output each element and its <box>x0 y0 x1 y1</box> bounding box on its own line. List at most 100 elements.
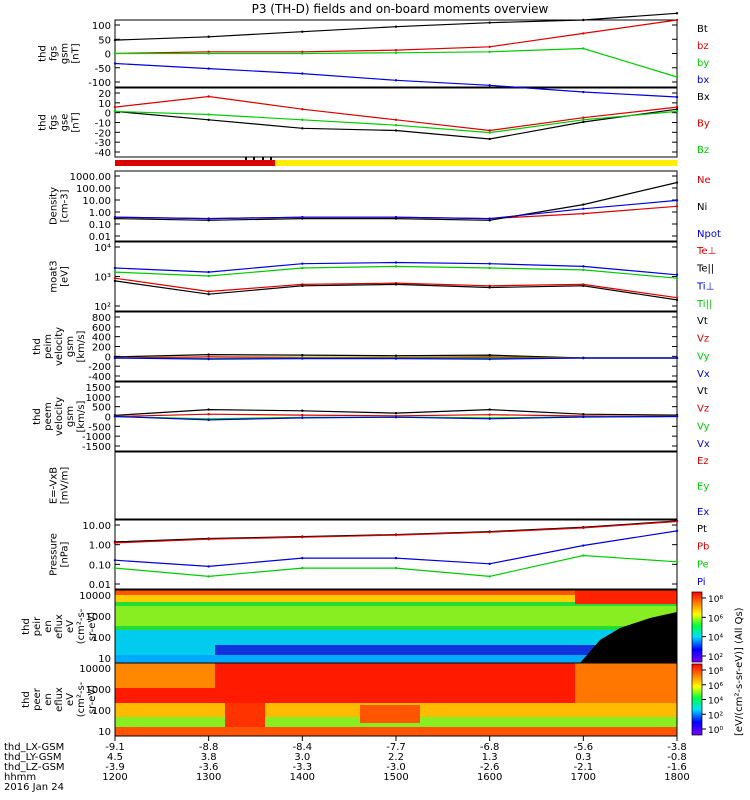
data-point <box>207 274 210 278</box>
y-axis-label: gsm <box>65 406 76 427</box>
y-tick-label: 1000 <box>86 685 111 696</box>
y-tick-label: 200 <box>92 343 111 354</box>
data-point <box>394 216 398 219</box>
x-tick-label: 1400 <box>290 772 315 783</box>
series-group-fgs-gsm <box>113 12 679 99</box>
y-tick-label: 50 <box>98 35 111 46</box>
legend-entry: Bt <box>697 24 708 35</box>
data-point <box>582 544 585 547</box>
y-axis-label: velocity <box>54 397 65 436</box>
x-tick-label: -3.3 <box>293 762 313 773</box>
y-axis-label: Density <box>49 187 60 225</box>
data-point <box>301 536 304 539</box>
data-point <box>301 413 304 417</box>
y-axis-label: eflux <box>54 614 65 639</box>
series-line-Te⊥ <box>114 277 678 299</box>
data-point <box>488 353 491 357</box>
data-point <box>582 413 585 416</box>
data-point <box>394 411 398 415</box>
data-point <box>488 131 491 134</box>
x-tick-label: 3.8 <box>201 752 217 763</box>
colorbar-tick-label: 10⁰ <box>708 726 723 736</box>
panel-frame <box>114 170 678 242</box>
x-tick-label: -2.6 <box>480 762 500 773</box>
data-point <box>207 118 210 122</box>
data-point <box>301 284 304 288</box>
y-axis-label: moat3 <box>49 260 60 292</box>
data-point <box>301 52 304 55</box>
y-axis-label: eflux <box>54 687 65 712</box>
y-axis-label: peir <box>32 616 43 636</box>
data-point <box>675 273 679 276</box>
y-tick-label: 10000 <box>79 591 111 602</box>
y-tick-label: -500 <box>88 422 111 433</box>
legend-entry: Pt <box>697 524 707 535</box>
data-point <box>488 262 491 265</box>
legend-entry: Ti|| <box>696 299 712 310</box>
y-axis-label: [cm-3] <box>60 189 71 222</box>
data-point <box>582 118 585 122</box>
data-point <box>675 277 679 280</box>
legend-entry: Pe <box>697 559 709 570</box>
mode-bar-yellow <box>275 160 677 166</box>
legend-entry: bz <box>697 41 709 52</box>
data-point <box>582 32 585 35</box>
y-tick-label: -1500 <box>82 442 111 453</box>
panel-efield: E=-VxB [mV/m] Ez Ey Ex <box>49 451 709 520</box>
data-point <box>675 296 679 299</box>
data-point <box>113 277 117 280</box>
data-point <box>301 353 304 357</box>
legend-entry: Bx <box>697 92 710 103</box>
y-tick-label: 10 <box>98 654 111 665</box>
x-tick-label: -5.6 <box>574 742 594 753</box>
x-row-label: thd_LX-GSM <box>4 742 64 753</box>
data-point <box>207 538 210 541</box>
y-axis-label: [mV/m] <box>60 467 71 505</box>
data-point <box>582 18 585 22</box>
y-axis-label: [km/s] <box>76 330 87 362</box>
data-point <box>675 108 679 111</box>
y-tick-label: 0.01 <box>89 232 111 243</box>
data-point <box>675 356 679 360</box>
data-point <box>394 48 398 52</box>
y-axis-label: peer <box>32 687 43 711</box>
data-point <box>582 116 585 119</box>
y-axis-label: peem <box>43 402 54 430</box>
legend-entry: Vy <box>697 421 710 432</box>
y-tick-label: 0.01 <box>89 580 111 591</box>
x-tick-label: -2.1 <box>574 762 594 773</box>
peir-spectrogram-bottom-strip <box>115 655 677 663</box>
x-tick-label: -8.4 <box>293 742 313 753</box>
data-point <box>113 558 117 562</box>
y-tick-label: 100 <box>92 633 111 644</box>
series-line-Npot <box>114 199 678 220</box>
date-label: 2016 Jan 24 <box>4 782 64 793</box>
data-point <box>113 566 117 570</box>
series-line-Pb <box>114 520 678 544</box>
data-point <box>207 219 210 222</box>
y-axis-label: thd <box>38 45 49 62</box>
y-axis-label: thd <box>38 114 49 131</box>
colorbar-tick-label: 10⁴ <box>708 634 723 644</box>
data-point <box>675 529 679 533</box>
legend-entry: Vz <box>697 404 709 415</box>
peer-spectrogram-orange-top <box>115 663 215 688</box>
series-line-Ti⊥ <box>114 261 678 276</box>
x-row-label: thd_LZ-GSM <box>4 762 65 773</box>
y-tick-label: 400 <box>92 333 111 344</box>
data-point <box>488 137 491 141</box>
x-tick-label: 1.3 <box>482 752 498 763</box>
y-tick-label: 1.00 <box>89 208 111 219</box>
data-point <box>675 105 679 109</box>
legend-entry: Pb <box>697 542 709 553</box>
data-point <box>488 408 491 411</box>
data-point <box>488 417 491 420</box>
series-group-temperature <box>113 261 679 302</box>
x-tick-label: -3.8 <box>667 742 687 753</box>
data-point <box>488 50 491 54</box>
data-point <box>675 520 679 523</box>
legend-entry: Vt <box>697 386 708 397</box>
legend-entry: Bz <box>697 145 709 156</box>
data-point <box>582 284 585 288</box>
